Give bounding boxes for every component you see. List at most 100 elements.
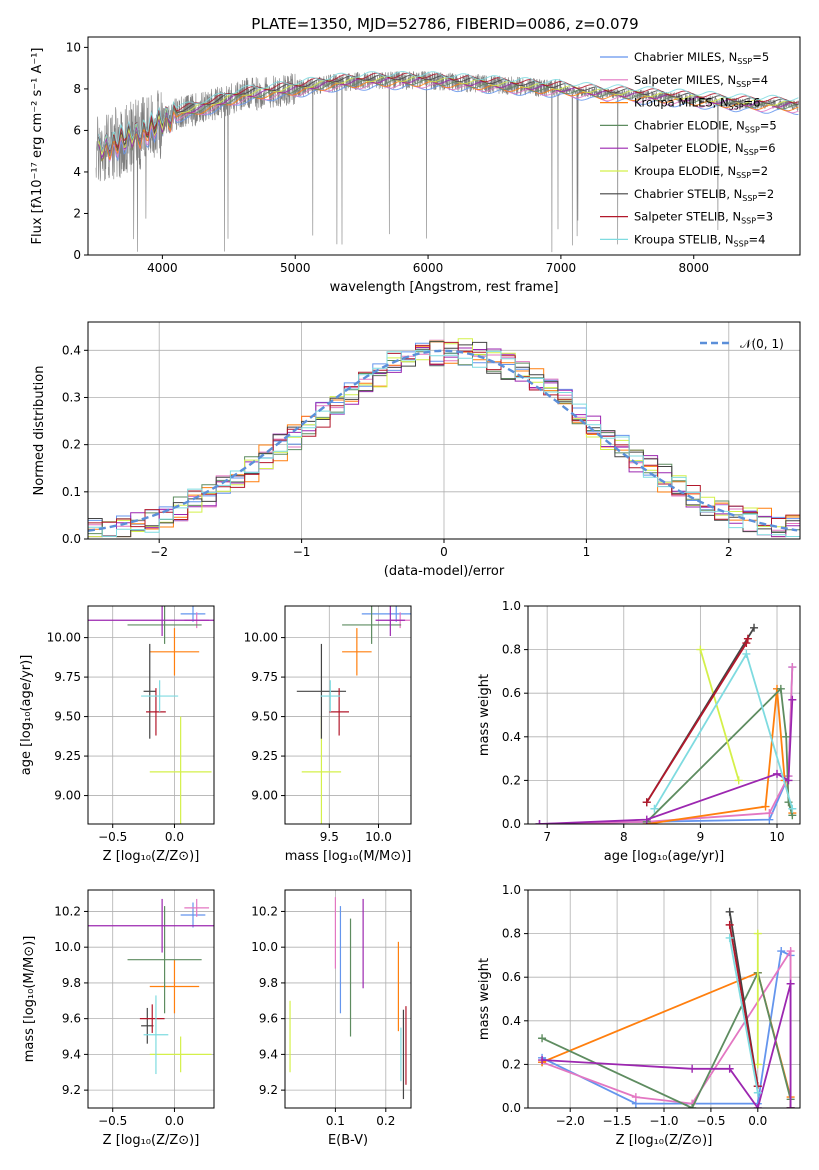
legend-value: =4 — [751, 73, 768, 87]
axes-frame — [87, 889, 215, 1109]
errorbar-point — [361, 606, 411, 622]
x-tick-label: 6000 — [413, 261, 444, 275]
weight-marker — [786, 947, 795, 956]
y-axis-label: Flux [fλ10⁻¹⁷ erg cm⁻² s⁻¹ A⁻¹] — [30, 48, 45, 245]
weight-marker — [734, 776, 743, 785]
plot-area — [289, 897, 407, 1100]
chart-mass_vs_Z: −0.5 0.0 9.2 9.4 9.6 9.8 10.0 10.2 Z [log₁₀(Z/Z⊙… — [22, 889, 215, 1148]
x-tick-label: 7000 — [546, 261, 577, 275]
y-tick-label: 6 — [73, 123, 81, 137]
legend-entry: Kroupa ELODIE, NSSP=2 — [634, 164, 768, 180]
residual-histogram — [88, 341, 800, 528]
x-tick-label: −0.5 — [98, 1114, 127, 1128]
legend-subscript: SSP — [744, 148, 759, 157]
plot-area — [95, 70, 799, 253]
y-axis-label: age [log₁₀(age/yr)] — [19, 655, 34, 776]
y-axis-label: Normed distribution — [32, 366, 47, 496]
y-tick-label: 10.0 — [251, 940, 278, 954]
weight-marker — [725, 1064, 734, 1073]
x-axis-label: (data-model)/error — [384, 564, 505, 579]
x-tick-label: 9 — [697, 830, 705, 844]
y-tick-label: 1.0 — [502, 599, 521, 613]
y-tick-label: 9.25 — [54, 749, 81, 763]
chart-age_vs_mass: 9.5 10.0 9.00 9.25 9.50 9.75 10.00 mass [log₁₀(… — [244, 605, 412, 864]
legend-entry: Salpeter STELIB, NSSP=3 — [634, 210, 773, 226]
errorbar-point — [149, 1036, 212, 1073]
errorbar-point — [88, 606, 214, 637]
chart-weight_vs_Z: −2.0 −1.5 −1.0 −0.5 0.0 0.0 0.2 0.4 0.6 0.8 1.0 Z [… — [477, 883, 801, 1148]
x-tick-label: 4000 — [147, 261, 178, 275]
y-tick-label: 10.00 — [47, 631, 81, 645]
weight-marker — [688, 1104, 697, 1108]
weight-marker — [750, 623, 759, 632]
axes-frame — [87, 36, 801, 256]
legend-value: =2 — [757, 187, 774, 201]
weight-line — [541, 971, 792, 1108]
legend-subscript: SSP — [736, 171, 751, 180]
weight-marker — [538, 1056, 547, 1065]
y-tick-label: 0.1 — [62, 485, 81, 499]
legend-entry: Kroupa MILES, NSSP=6 — [634, 96, 760, 112]
errorbar-point — [149, 628, 200, 676]
y-tick-label: 2 — [73, 206, 81, 220]
y-tick-label: 0.8 — [502, 927, 521, 941]
legend-subscript: SSP — [734, 239, 749, 248]
x-tick-label: 10 — [769, 830, 784, 844]
errorbar-point — [180, 902, 206, 928]
legend-subscript: SSP — [736, 80, 751, 89]
errorbar-point — [180, 606, 206, 622]
y-tick-label: 0.8 — [502, 643, 521, 657]
y-tick-label: 9.75 — [251, 670, 278, 684]
y-tick-label: 0.4 — [502, 1014, 521, 1028]
y-tick-label: 9.2 — [62, 1083, 81, 1097]
plot-area — [538, 907, 795, 1108]
plot-area — [88, 338, 800, 538]
legend-entry: 𝒩(0, 1) — [740, 337, 784, 351]
weight-marker — [742, 649, 751, 658]
x-axis-label: Z [log₁₀(Z/Z⊙)] — [103, 1133, 200, 1148]
legend-entry: Salpeter ELODIE, NSSP=6 — [634, 141, 776, 157]
x-tick-label: 0.0 — [748, 1114, 767, 1128]
model-spectrum — [98, 71, 799, 151]
weight-line — [728, 924, 759, 1087]
weight-marker — [753, 1088, 762, 1097]
x-tick-label: 2 — [725, 545, 733, 559]
errorbar-point — [141, 680, 179, 712]
y-tick-label: 10 — [66, 40, 81, 54]
x-tick-label: −1 — [293, 545, 311, 559]
errorbar-point — [329, 688, 349, 736]
weight-marker — [743, 634, 752, 643]
y-tick-label: 0.4 — [62, 343, 81, 357]
legend-value: =6 — [759, 141, 776, 155]
errorbar-point — [141, 1007, 154, 1044]
legend-value: =6 — [744, 96, 761, 110]
weight-marker — [753, 1104, 762, 1108]
y-tick-label: 9.00 — [251, 789, 278, 803]
figure-title: PLATE=1350, MJD=52786, FIBERID=0086, z=0… — [251, 15, 638, 33]
y-tick-label: 0.0 — [502, 817, 521, 831]
errorbar-point — [375, 606, 406, 637]
errorbar-point — [143, 995, 169, 1075]
x-axis-label: Z [log₁₀(Z/Z⊙)] — [616, 1133, 713, 1148]
weight-line — [539, 666, 794, 824]
gaussian-reference-curve — [88, 349, 798, 532]
weight-marker — [742, 639, 751, 648]
x-axis-label: Z [log₁₀(Z/Z⊙)] — [103, 849, 200, 864]
weight-marker — [776, 684, 785, 693]
x-tick-label: 0.0 — [165, 1114, 184, 1128]
weight-marker — [535, 820, 544, 824]
weight-marker — [765, 809, 774, 818]
weight-marker — [631, 1093, 640, 1102]
y-tick-label: 0.2 — [502, 773, 521, 787]
plot-area — [88, 898, 214, 1075]
y-tick-label: 9.6 — [62, 1012, 81, 1026]
weight-marker — [538, 1034, 547, 1043]
model-spectrum — [98, 82, 799, 162]
y-tick-label: 0 — [73, 248, 81, 262]
weight-marker — [786, 979, 795, 988]
x-axis-label: mass [log₁₀(M/M⊙)] — [285, 849, 412, 864]
weight-marker — [688, 1064, 697, 1073]
errorbar-point — [146, 688, 166, 736]
chart-spectrum: 4000 5000 6000 7000 8000 0 2 4 6 8 10 wavelength [A… — [30, 36, 801, 295]
